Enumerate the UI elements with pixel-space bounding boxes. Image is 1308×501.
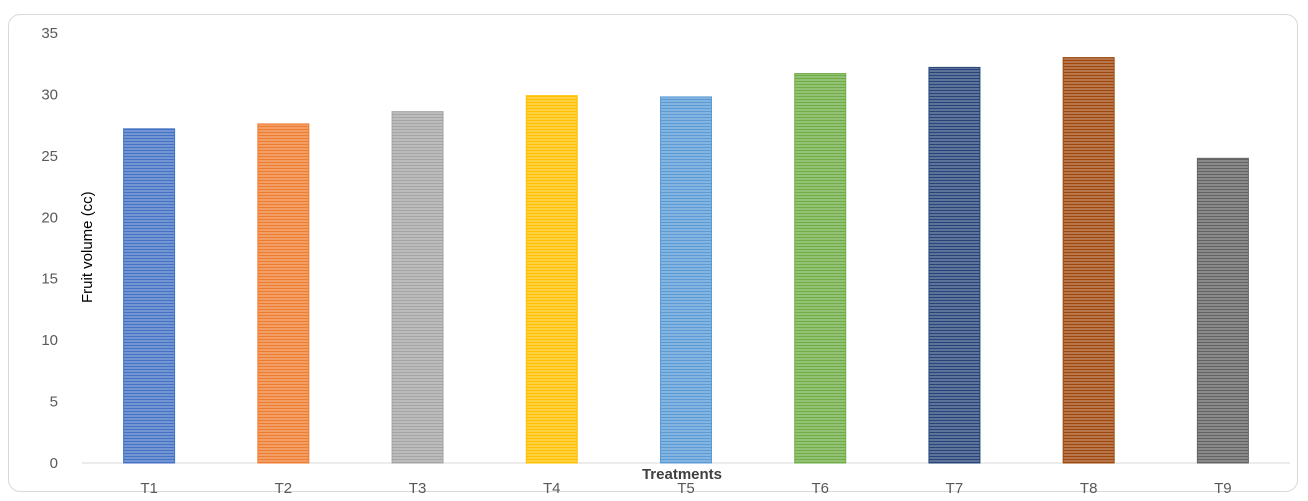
bar-t3 xyxy=(391,111,444,464)
x-tick-label: T6 xyxy=(811,480,829,497)
y-tick-label: 0 xyxy=(50,455,58,472)
x-tick-label: T9 xyxy=(1214,480,1232,497)
bar-t8 xyxy=(1062,57,1115,464)
x-tick-label: T5 xyxy=(677,480,695,497)
bar-t9 xyxy=(1196,157,1249,464)
x-tick-label: T4 xyxy=(543,480,561,497)
y-tick-label: 10 xyxy=(41,332,58,349)
bar-t2 xyxy=(257,123,310,464)
bar-t4 xyxy=(525,95,578,464)
x-tick-label: T3 xyxy=(409,480,427,497)
bar-t6 xyxy=(794,73,847,464)
y-tick-label: 5 xyxy=(50,394,58,411)
x-axis-label: Treatments xyxy=(642,466,722,483)
x-tick-label: T8 xyxy=(1080,480,1098,497)
bar-t7 xyxy=(928,66,981,464)
bar-t1 xyxy=(123,128,176,464)
x-tick-label: T2 xyxy=(275,480,293,497)
y-axis-label: Fruit volume (cc) xyxy=(79,191,96,303)
y-tick-label: 35 xyxy=(41,25,58,42)
x-axis-ticks: T1 T2 T3 T4 T5 T6 T7 T8 T9 xyxy=(140,480,1231,497)
y-tick-label: 20 xyxy=(41,209,58,226)
y-axis-ticks: 0 5 10 15 20 25 30 35 xyxy=(41,25,58,472)
x-tick-label: T1 xyxy=(140,480,158,497)
y-tick-label: 30 xyxy=(41,86,58,103)
bar-t5 xyxy=(660,96,712,464)
y-tick-label: 25 xyxy=(41,148,58,165)
bars xyxy=(123,57,1249,464)
y-tick-label: 15 xyxy=(41,271,58,288)
x-tick-label: T7 xyxy=(946,480,964,497)
